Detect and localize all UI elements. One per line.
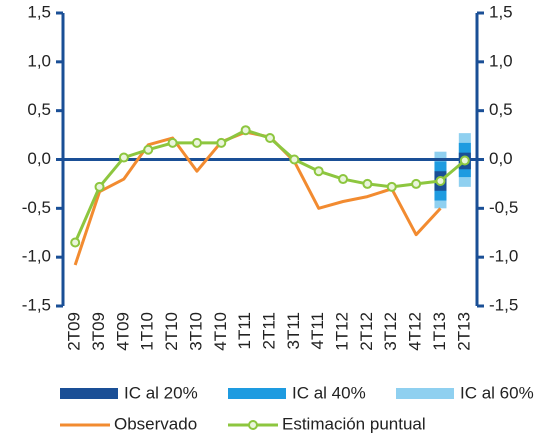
y-tick-label: -1,5 xyxy=(22,295,51,314)
series-line xyxy=(73,130,442,266)
x-tick-label: 4T10 xyxy=(211,312,230,351)
x-tick-label: 2T12 xyxy=(357,312,376,351)
point xyxy=(265,133,275,144)
legend-swatch xyxy=(60,388,118,399)
point xyxy=(167,137,178,148)
x-tick-label: 3T12 xyxy=(381,312,400,351)
x-tick-label: 2T10 xyxy=(162,312,181,351)
point xyxy=(70,237,81,248)
x-tick-label: 3T11 xyxy=(284,312,303,350)
y-tick-label: 0,0 xyxy=(27,149,51,168)
x-tick-label: 4T12 xyxy=(406,312,425,351)
y2-tick-label: -1,5 xyxy=(489,295,518,314)
y2-tick-label: 0,5 xyxy=(489,100,513,119)
point xyxy=(411,178,422,189)
point xyxy=(216,137,227,148)
legend-swatch xyxy=(228,388,286,399)
point xyxy=(94,181,105,192)
legend-label: IC al 60% xyxy=(460,383,534,402)
x-tick-label: 4T09 xyxy=(113,312,132,351)
y-tick-label: 1,0 xyxy=(27,51,51,70)
x-tick-label: 1T13 xyxy=(430,312,449,351)
point xyxy=(240,125,251,136)
y2-tick-label: -0,5 xyxy=(489,198,518,217)
point xyxy=(386,181,397,192)
point xyxy=(118,152,129,163)
y-tick-label: 1,5 xyxy=(27,2,51,21)
y2-tick-label: 1,5 xyxy=(489,2,513,21)
point xyxy=(362,178,373,189)
y-tick-label: -1,0 xyxy=(22,247,51,266)
x-tick-label: 1T10 xyxy=(138,312,157,351)
legend-swatch xyxy=(396,388,454,399)
x-tick-label: 1T12 xyxy=(333,312,352,351)
x-tick-label: 4T11 xyxy=(308,312,327,350)
point xyxy=(313,166,324,177)
legend-label: IC al 20% xyxy=(124,383,198,402)
legend-marker xyxy=(248,420,258,430)
legend-label: Estimación puntual xyxy=(282,414,426,433)
series-line xyxy=(73,128,466,244)
point xyxy=(435,175,446,186)
legend-label: Observado xyxy=(114,414,197,433)
y-tick-label: -0,5 xyxy=(22,198,51,217)
legend-label: IC al 40% xyxy=(292,383,366,402)
y2-tick-label: 0,0 xyxy=(489,149,513,168)
point xyxy=(191,137,202,148)
y-tick-label: 0,5 xyxy=(27,100,51,119)
x-tick-label: 3T09 xyxy=(89,312,108,351)
y2-tick-label: -1,0 xyxy=(489,247,518,266)
x-tick-label: 2T13 xyxy=(454,312,473,351)
x-tick-label: 1T11 xyxy=(235,312,254,350)
point xyxy=(289,154,300,165)
x-tick-label: 2T11 xyxy=(259,312,278,350)
point xyxy=(338,174,349,185)
y2-tick-label: 1,0 xyxy=(489,51,513,70)
x-tick-label: 2T09 xyxy=(65,312,84,351)
x-tick-label: 3T10 xyxy=(186,312,205,351)
point xyxy=(459,155,470,166)
point xyxy=(143,144,154,155)
